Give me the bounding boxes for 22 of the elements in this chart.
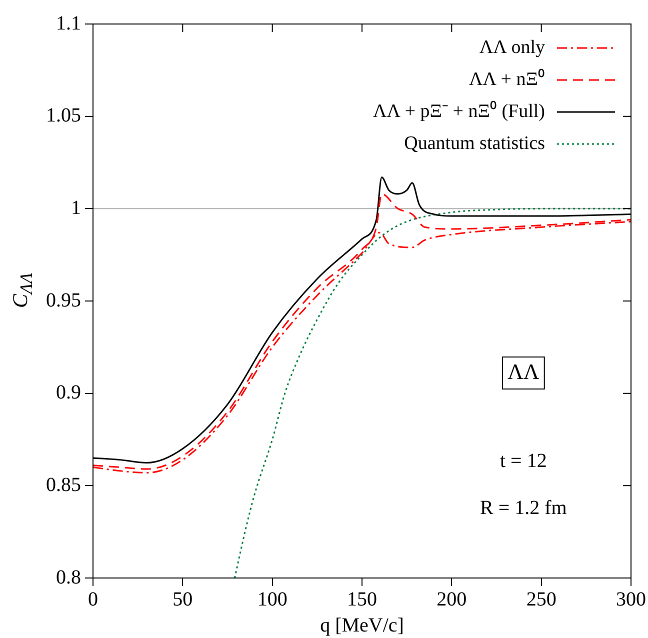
legend-label: ΛΛ + pΞ⁻ + nΞ⁰ (Full) — [373, 100, 545, 122]
annotation: ΛΛ — [507, 358, 540, 384]
annotation: t = 12 — [500, 450, 547, 472]
legend-label: ΛΛ only — [479, 36, 546, 58]
legend-label: ΛΛ + nΞ⁰ — [469, 68, 545, 90]
x-tick-label: 0 — [88, 588, 98, 610]
x-tick-label: 150 — [347, 588, 377, 610]
y-tick-label: 0.8 — [56, 566, 81, 588]
y-tick-label: 1 — [71, 196, 81, 219]
y-tick-label: 1.05 — [46, 104, 81, 127]
legend-label: Quantum statistics — [404, 132, 545, 154]
x-tick-label: 50 — [172, 588, 193, 610]
annotation: R = 1.2 fm — [480, 497, 568, 519]
x-tick-label: 200 — [436, 588, 467, 610]
y-tick-label: 1.1 — [56, 12, 81, 34]
y-tick-label: 0.9 — [56, 382, 81, 404]
x-tick-label: 300 — [616, 588, 646, 610]
x-axis-title: q [MeV/c] — [320, 614, 404, 636]
x-tick-label: 250 — [526, 588, 556, 610]
x-tick-label: 100 — [257, 588, 288, 610]
y-tick-label: 0.85 — [46, 474, 81, 496]
y-tick-label: 0.95 — [46, 289, 81, 312]
